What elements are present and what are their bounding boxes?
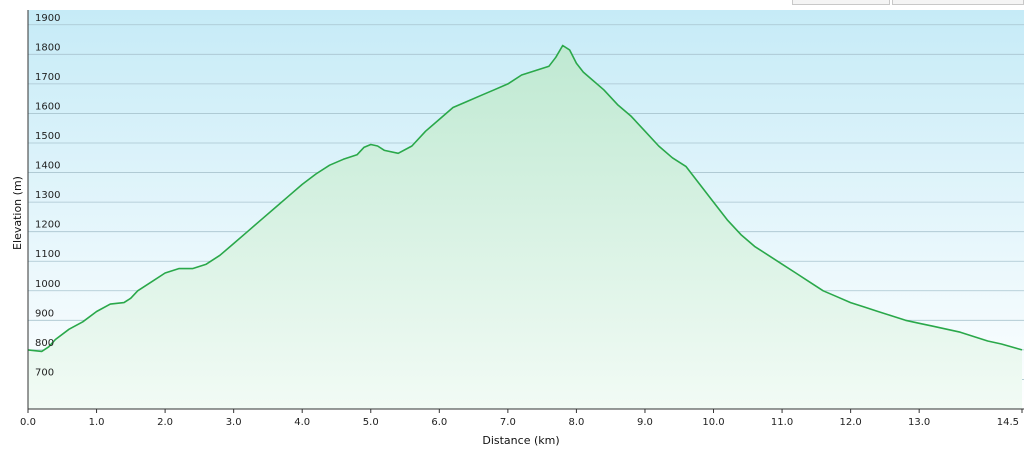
x-axis-title: Distance (km): [482, 434, 559, 447]
elevation-area-fill: [28, 45, 1022, 409]
x-tick-label: 5.0: [363, 417, 379, 428]
x-tick-label: 11.0: [771, 417, 793, 428]
y-tick-label: 1200: [35, 220, 60, 231]
y-tick-label: 900: [35, 308, 54, 319]
x-tick-label: 1.0: [89, 417, 105, 428]
x-tick-label: 10.0: [702, 417, 724, 428]
y-tick-label: 800: [35, 338, 54, 349]
x-tick-label: 7.0: [500, 417, 516, 428]
y-tick-label: 1600: [35, 101, 60, 112]
elevation-line: [27, 44, 1023, 353]
y-axis-ticks: 700 800 900 1000 1100 1200 1300 1400 1500 1600 170…: [35, 13, 60, 379]
y-tick-label: 1800: [35, 42, 60, 53]
y-tick-label: 1300: [35, 190, 60, 201]
y-tick-label: 700: [35, 367, 54, 378]
toolbar-button-left[interactable]: [792, 0, 890, 5]
y-tick-label: 1100: [35, 249, 60, 260]
x-tick-label: 0.0: [20, 417, 36, 428]
y-tick-label: 1400: [35, 161, 60, 172]
y-tick-label: 1700: [35, 72, 60, 83]
x-tick-label: 3.0: [226, 417, 242, 428]
x-tick-label: 14.5: [997, 417, 1019, 428]
x-tick-label: 4.0: [294, 417, 310, 428]
x-axis-ticks: 0.0 1.0 2.0 3.0 4.0 5.0 6.0 7.0 8.0 9.0 10.0 11.0 12…: [20, 409, 1023, 428]
y-tick-label: 1900: [35, 13, 60, 24]
x-tick-label: 2.0: [157, 417, 173, 428]
y-tick-label: 1500: [35, 131, 60, 142]
x-tick-label: 13.0: [908, 417, 930, 428]
x-tick-label: 12.0: [839, 417, 861, 428]
x-tick-label: 6.0: [431, 417, 447, 428]
y-axis-title: Elevation (m): [11, 176, 24, 250]
x-tick-label: 8.0: [568, 417, 584, 428]
y-tick-label: 1000: [35, 279, 60, 290]
x-tick-label: 9.0: [637, 417, 653, 428]
